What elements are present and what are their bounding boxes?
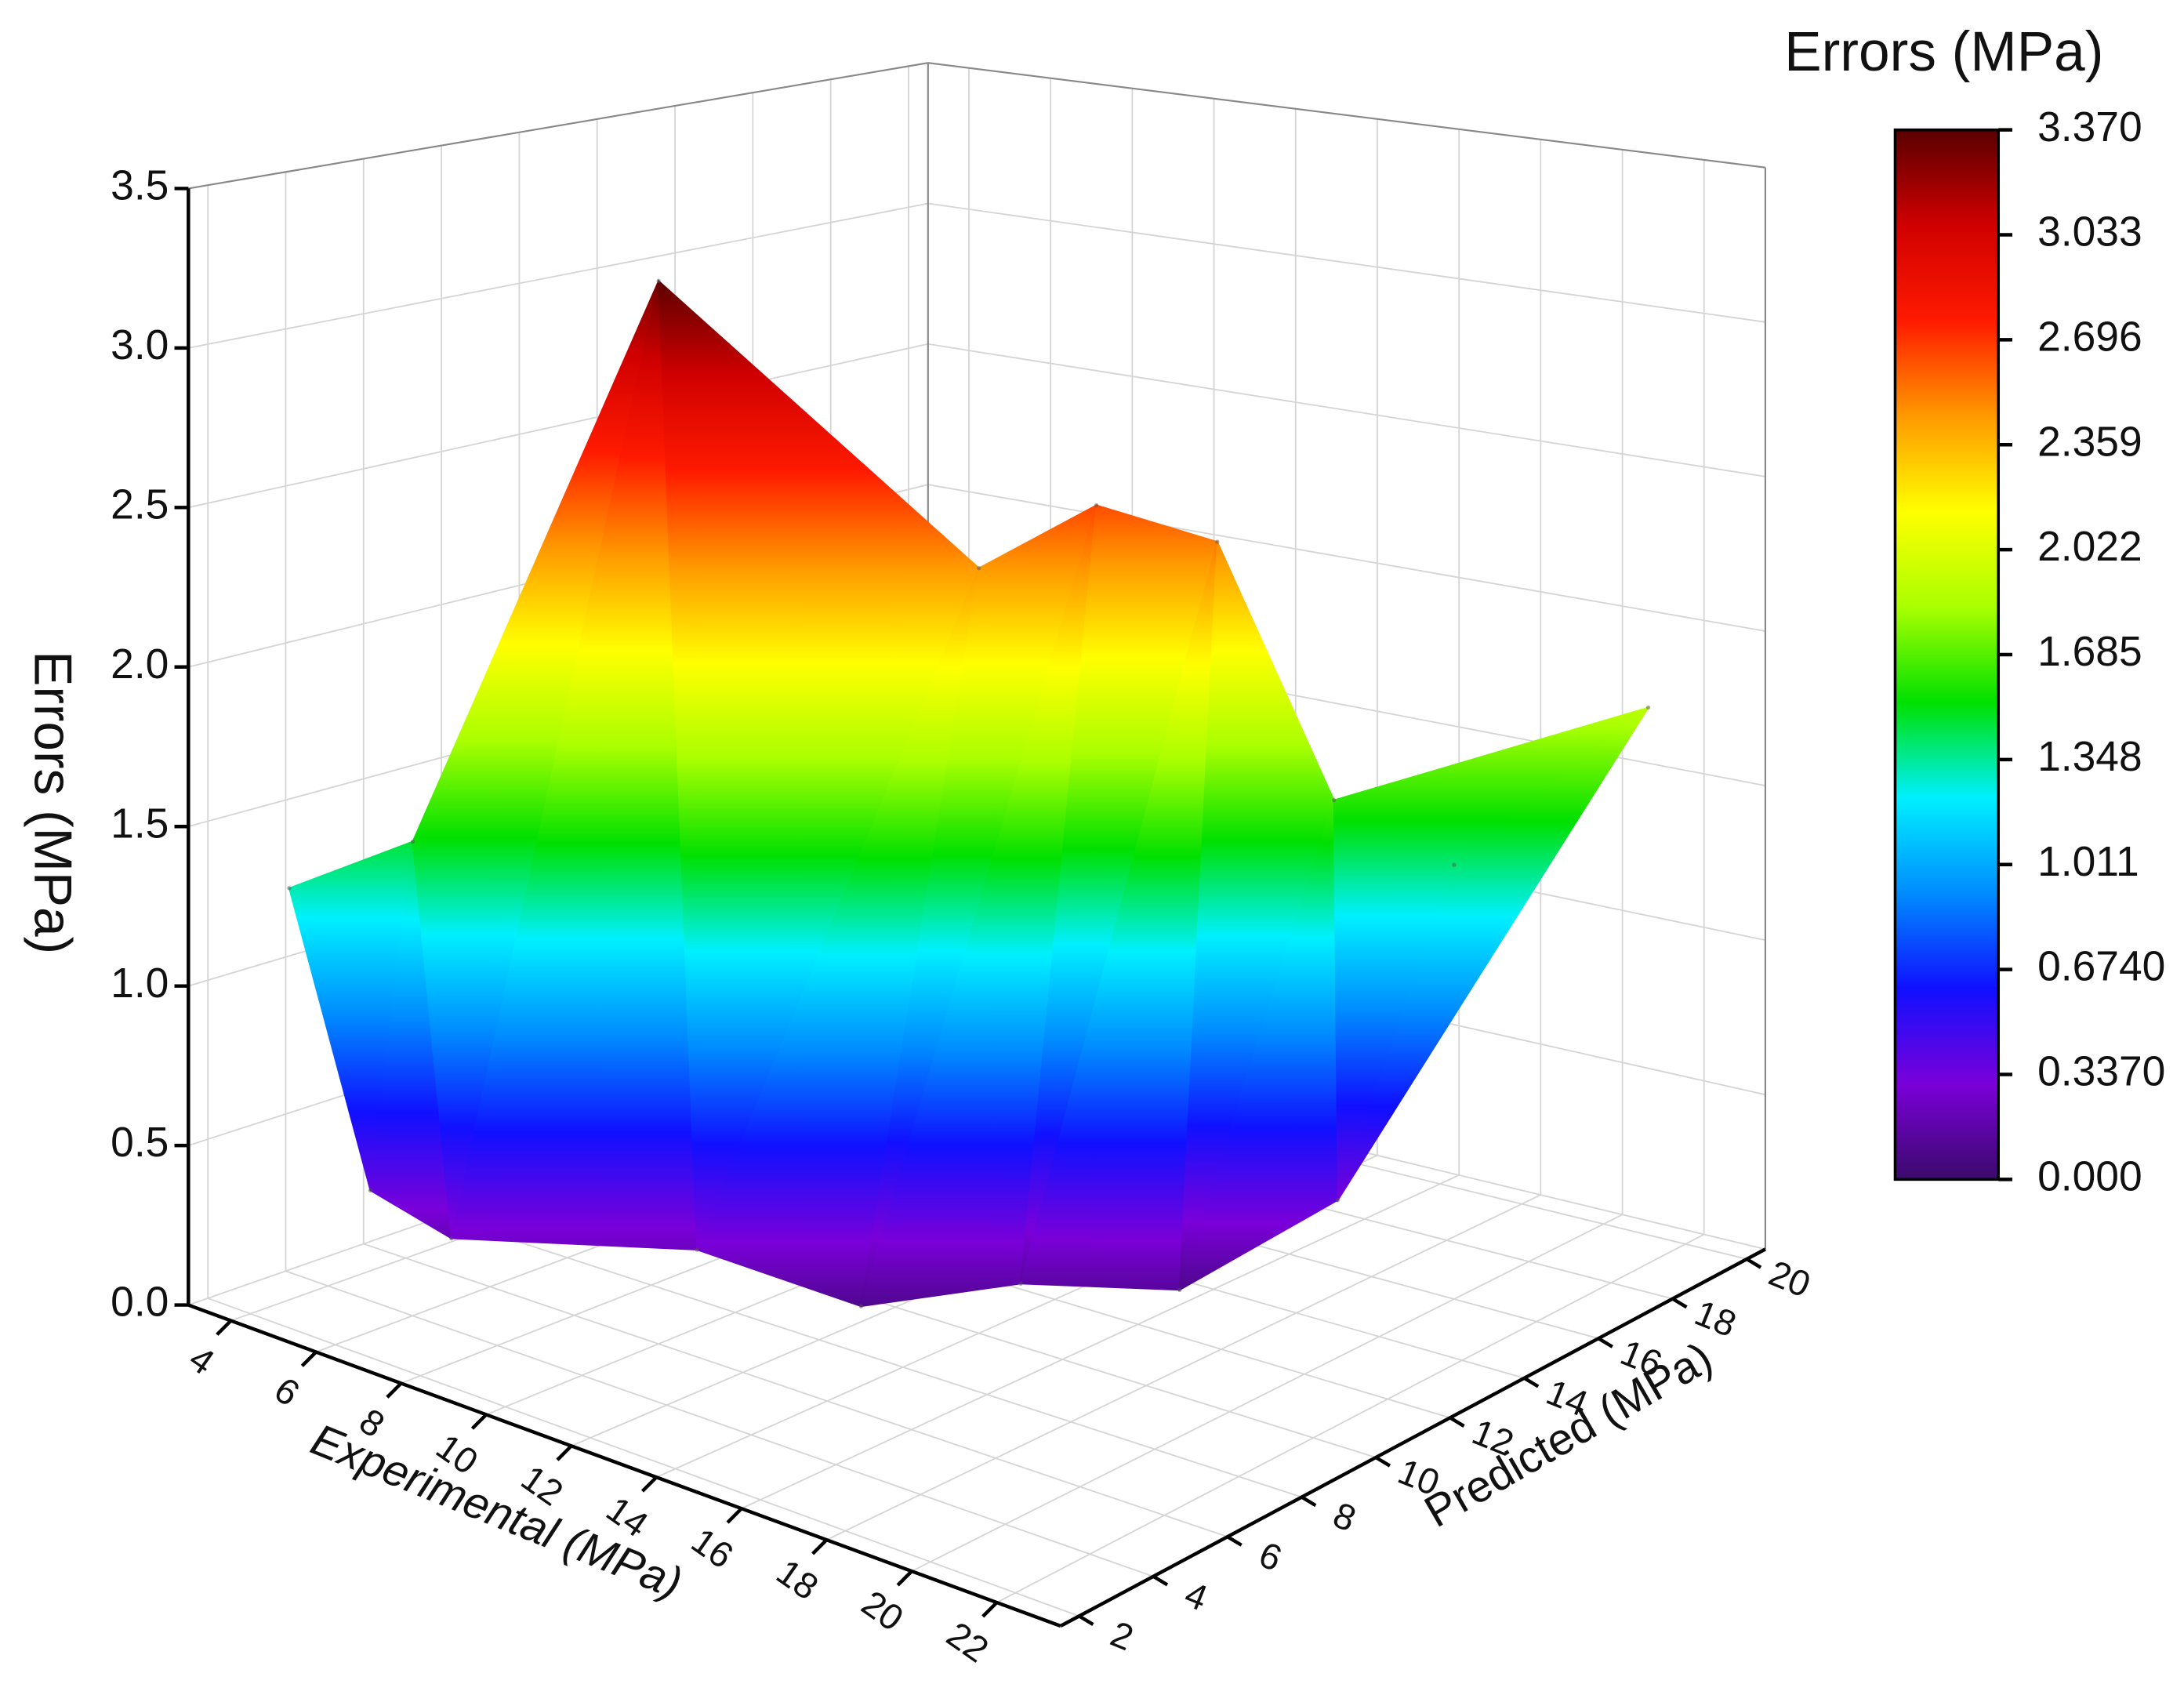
colorbar-tick-label: 0.6740 <box>2037 944 2165 990</box>
box-edge <box>927 62 1766 169</box>
z-tick-label: 2.5 <box>111 481 169 528</box>
colorbar-title: Errors (MPa) <box>1784 21 2103 83</box>
x-tick <box>811 1538 829 1555</box>
x-tick <box>300 1350 317 1367</box>
y-tick <box>1078 1614 1094 1626</box>
x-tick <box>896 1570 913 1587</box>
back-wall-grid-line <box>927 343 1766 477</box>
x-tick <box>386 1381 403 1399</box>
surface-point <box>1094 503 1099 508</box>
x-tick <box>981 1601 999 1618</box>
surface-point <box>656 278 661 284</box>
y-tick <box>1152 1574 1169 1587</box>
colorbar-tick-label: 1.011 <box>2037 839 2139 885</box>
z-axis-title: Errors (MPa) <box>23 651 82 954</box>
colorbar-tick-label: 1.348 <box>2037 734 2142 780</box>
z-tick-label: 3.5 <box>111 163 169 209</box>
left-wall-grid-line <box>188 343 929 509</box>
surface-point <box>1645 705 1651 710</box>
surface-point <box>449 1236 454 1241</box>
z-tick-label: 2.0 <box>111 641 169 688</box>
y-tick <box>1449 1416 1465 1428</box>
floor-grid-line <box>285 1270 1154 1577</box>
y-tick <box>1374 1456 1391 1468</box>
colorbar-tick-label: 2.696 <box>2037 314 2142 361</box>
colorbar-tick-label: 3.370 <box>2037 104 2142 151</box>
colorbar-tick-label: 0.3370 <box>2037 1049 2165 1095</box>
surface-point <box>1177 1287 1182 1293</box>
floor-grid-line <box>441 1216 1302 1498</box>
x-tick <box>640 1475 658 1493</box>
colorbar <box>1893 128 2001 1181</box>
surface-point <box>1335 1198 1341 1203</box>
y-tick-label: 20 <box>1764 1252 1816 1305</box>
y-tick <box>1746 1258 1762 1269</box>
z-tick-label: 0.0 <box>111 1279 169 1326</box>
z-tick-label: 0.5 <box>111 1120 169 1166</box>
x-tick-label: 18 <box>769 1551 825 1607</box>
y-tick <box>1301 1495 1317 1508</box>
floor-grid-line <box>826 1194 1541 1541</box>
surface-point <box>858 1304 864 1308</box>
x-axis <box>187 1303 1061 1628</box>
colorbar-tick-label: 0.000 <box>2037 1153 2142 1199</box>
colorbar-tick-label: 2.022 <box>2037 524 2142 570</box>
surface-point <box>977 565 981 571</box>
surface-point <box>695 1247 699 1252</box>
y-tick-label: 8 <box>1328 1494 1362 1540</box>
x-tick-label: 22 <box>940 1613 996 1670</box>
colorbar-tick-label: 1.685 <box>2037 629 2142 675</box>
floor-grid-line <box>911 1214 1623 1572</box>
surface-facet <box>1337 706 1649 1201</box>
colorbar-tick-label: 2.359 <box>2037 419 2142 465</box>
floor-grid-line <box>207 1297 1079 1617</box>
box-edge <box>188 62 929 190</box>
surface-point <box>368 1188 373 1193</box>
y-tick <box>1226 1535 1243 1547</box>
y-tick <box>1597 1337 1613 1348</box>
x-tick-label: 6 <box>267 1369 307 1414</box>
x-tick-label: 20 <box>854 1582 911 1639</box>
surface-point <box>1332 797 1337 803</box>
x-tick-label: 4 <box>182 1337 222 1382</box>
z-tick-label: 3.0 <box>111 322 169 368</box>
z-tick-label: 1.0 <box>111 960 169 1007</box>
colorbar-tick-label: 3.033 <box>2037 209 2142 256</box>
floor-grid-line <box>363 1243 1228 1538</box>
y-axis-title: Predicted (MPa) <box>1417 1333 1721 1537</box>
back-wall-grid-line <box>927 484 1766 632</box>
left-wall-grid-line <box>188 202 928 349</box>
y-tick <box>1671 1297 1688 1309</box>
floor-grid-line <box>996 1233 1705 1603</box>
x-tick <box>216 1319 233 1336</box>
x-tick-label: 16 <box>684 1519 741 1576</box>
surface-point <box>1215 539 1220 544</box>
surface-point <box>410 839 415 844</box>
y-tick <box>1523 1376 1540 1388</box>
x-tick <box>470 1413 488 1430</box>
floor-grid-line <box>741 1174 1460 1510</box>
surface-point <box>1452 862 1457 867</box>
y-tick-label: 6 <box>1253 1533 1287 1579</box>
x-tick <box>726 1507 743 1524</box>
y-tick-label: 4 <box>1179 1573 1213 1619</box>
z-tick-label: 1.5 <box>111 800 169 847</box>
x-tick <box>556 1444 573 1461</box>
back-wall-grid-line <box>927 202 1766 323</box>
surface-point <box>287 886 292 891</box>
y-axis <box>1059 1247 1766 1628</box>
y-tick-label: 2 <box>1105 1613 1139 1658</box>
surface-point <box>1018 1281 1023 1287</box>
